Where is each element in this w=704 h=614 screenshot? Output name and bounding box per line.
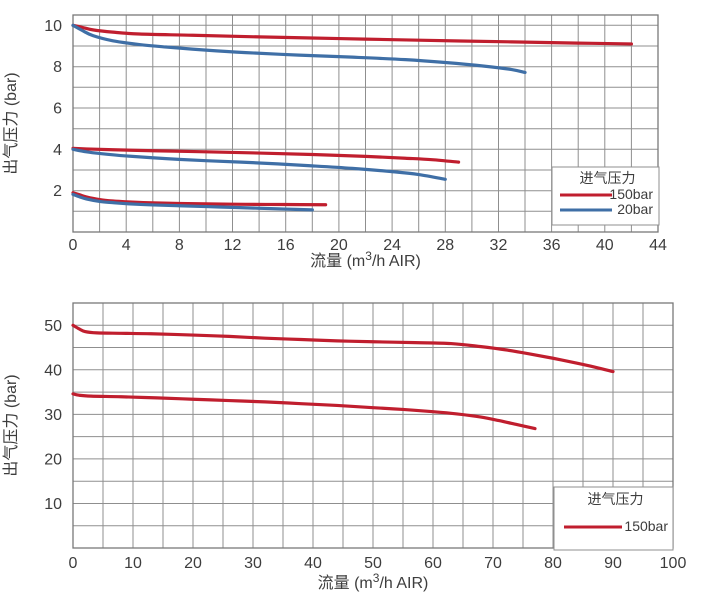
- x-tick-label: 20: [330, 237, 348, 254]
- y-tick-label: 10: [44, 18, 62, 35]
- gridlines: [73, 303, 673, 548]
- y-tick-label: 8: [53, 59, 62, 76]
- y-tick-label: 50: [44, 318, 62, 335]
- x-tick-label: 36: [543, 237, 561, 254]
- y-tick-label: 10: [44, 496, 62, 513]
- legend-title: 进气压力: [580, 170, 636, 186]
- x-tick-label: 30: [244, 555, 262, 572]
- x-tick-label: 60: [424, 555, 442, 572]
- series-150bar-curve: [71, 146, 461, 164]
- y-tick-label: 40: [44, 362, 62, 379]
- series-20bar-curve: [71, 192, 314, 212]
- gridlines: [73, 15, 658, 232]
- legend-box: [553, 486, 674, 551]
- y-tick-label: 4: [53, 142, 62, 159]
- series-150bar-curve: [71, 323, 615, 374]
- outlet-pressure-flow-chart-high-range: 0 10 20 30 40 50 60 70 80 90 100 10 20 30 40 50 流量 (m3/h…: [0, 295, 704, 614]
- legend-title: 进气压力: [588, 491, 644, 507]
- plot-frame: [72, 14, 659, 233]
- x-tick-label: 0: [69, 237, 78, 254]
- x-tick-label: 32: [490, 237, 508, 254]
- legend-entry-label: 20bar: [617, 201, 653, 217]
- plot-frame: [72, 302, 674, 549]
- series-150bar-curve: [71, 23, 634, 46]
- x-tick-label: 100: [660, 555, 687, 572]
- x-tick-label: 4: [122, 237, 131, 254]
- series-150bar-curve: [71, 392, 537, 431]
- x-axis-title: 流量 (m3/h AIR): [318, 571, 429, 592]
- x-tick-label: 24: [383, 237, 401, 254]
- x-tick-label: 0: [69, 555, 78, 572]
- x-tick-label: 8: [175, 237, 184, 254]
- x-tick-label: 10: [124, 555, 142, 572]
- x-tick-label: 50: [364, 555, 382, 572]
- x-tick-label: 40: [596, 237, 614, 254]
- x-tick-label: 40: [304, 555, 322, 572]
- series-20bar-curve: [71, 147, 447, 181]
- y-axis-title: 出气压力 (bar): [2, 374, 20, 476]
- y-axis-title: 出气压力 (bar): [2, 72, 20, 174]
- x-tick-label: 44: [649, 237, 667, 254]
- x-axis-title: 流量 (m3/h AIR): [310, 249, 421, 270]
- x-tick-label: 28: [436, 237, 454, 254]
- legend-entry-label: 150bar: [609, 186, 653, 202]
- outlet-pressure-flow-chart-low-range: 0 4 8 12 16 20 24 28 32 36 40 44 2 4 6 8 10 流量 (m3/h AIR)…: [0, 0, 704, 295]
- x-tick-label: 12: [224, 237, 242, 254]
- x-tick-label: 80: [544, 555, 562, 572]
- y-tick-label: 20: [44, 451, 62, 468]
- y-tick-label: 6: [53, 101, 62, 118]
- legend-entry-label: 150bar: [624, 518, 668, 534]
- x-tick-label: 90: [604, 555, 622, 572]
- y-tick-label: 2: [53, 183, 62, 200]
- series-150bar-curve: [71, 191, 328, 207]
- x-tick-label: 20: [184, 555, 202, 572]
- series-20bar-curve: [71, 23, 527, 75]
- y-tick-label: 30: [44, 407, 62, 424]
- x-tick-label: 70: [484, 555, 502, 572]
- x-tick-label: 16: [277, 237, 295, 254]
